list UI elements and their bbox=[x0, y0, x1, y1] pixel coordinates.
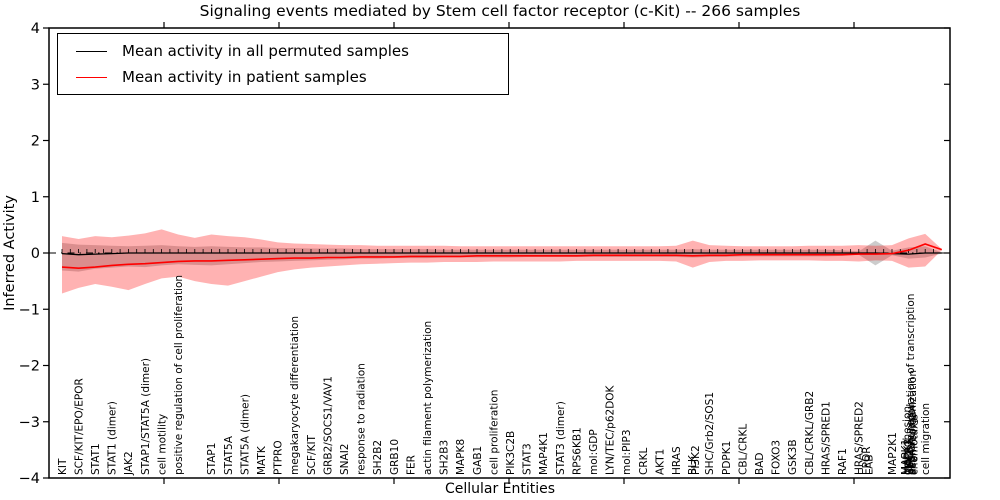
entity-label: BAD bbox=[754, 453, 766, 475]
entity-label: LAB bbox=[864, 455, 876, 475]
entity-label: FER bbox=[405, 455, 417, 475]
entity-label: PTPRO bbox=[273, 440, 285, 475]
entity-label: STAP1 bbox=[206, 443, 218, 475]
y-tick-label: 1 bbox=[31, 190, 40, 206]
entity-label: HRAS bbox=[671, 446, 683, 475]
entity-label: FOXO3 bbox=[771, 440, 783, 475]
y-tick-label: −1 bbox=[19, 302, 40, 318]
entity-label: ELK1 bbox=[904, 449, 916, 475]
y-tick-label: 4 bbox=[31, 21, 40, 37]
entity-label: cell migration bbox=[920, 403, 932, 475]
entity-label: actin reorganization bbox=[907, 370, 919, 475]
entity-label: HRAS/SPRED1 bbox=[820, 401, 832, 475]
entity-label: STAT5A bbox=[223, 435, 235, 475]
entity-label: cell proliferation bbox=[488, 390, 500, 475]
entity-label: degranulation bbox=[906, 402, 918, 475]
legend-label-patient: Mean activity in patient samples bbox=[122, 68, 367, 86]
entity-label: STAT5A (dimer) bbox=[239, 394, 251, 475]
y-tick-label: 0 bbox=[31, 246, 40, 262]
entity-label: JAK2 bbox=[123, 451, 135, 476]
entity-label: MAPK8 bbox=[455, 439, 467, 475]
entity-label: cell adhesion bbox=[901, 406, 913, 475]
entity-label: SCF/KIT/EPO/EPOR bbox=[73, 378, 85, 475]
y-tick-label: −3 bbox=[19, 415, 40, 431]
entity-label: PDPK1 bbox=[721, 441, 733, 475]
entity-label: MAP4K1 bbox=[538, 432, 550, 475]
legend-label-permuted: Mean activity in all permuted samples bbox=[122, 42, 409, 60]
entity-label: CBL/CRKL bbox=[737, 424, 749, 475]
entity-label: mol:GDP bbox=[588, 429, 600, 475]
entity-label: KIT bbox=[57, 458, 69, 475]
legend-item-patient: Mean activity in patient samples bbox=[58, 68, 508, 86]
y-axis-label: Inferred Activity bbox=[2, 195, 18, 311]
permuted-line-swatch bbox=[76, 50, 107, 52]
entity-label: STAT3 (dimer) bbox=[555, 401, 567, 475]
entity-label: RPS6KB1 bbox=[571, 427, 583, 475]
legend: Mean activity in all permuted samples Me… bbox=[57, 33, 509, 95]
entity-label: SH2B3 bbox=[439, 440, 451, 475]
legend-item-permuted: Mean activity in all permuted samples bbox=[58, 42, 508, 60]
entity-label: AKT1 bbox=[654, 449, 666, 475]
entity-label: positive regulation of cell proliferatio… bbox=[173, 275, 185, 475]
entity-label: MAP2K1 bbox=[887, 432, 899, 475]
entity-label: PIK3C2B bbox=[505, 431, 517, 475]
entity-label: LYN/TEC/p62DOK bbox=[605, 384, 617, 475]
entity-label: GRB2/SOCS1/VAV1 bbox=[322, 376, 334, 475]
entity-label: STAP1/STAT5A (dimer) bbox=[140, 358, 152, 475]
entity-label: response to radiation bbox=[356, 363, 368, 475]
entity-label: MAPK3 bbox=[903, 439, 915, 475]
y-tick-label: 2 bbox=[31, 134, 40, 150]
entity-label: GAB1 bbox=[472, 446, 484, 475]
entity-label: SHC/Grb2/SOS1 bbox=[704, 392, 716, 475]
entity-label: STAT3 bbox=[522, 443, 534, 475]
y-tick-label: −4 bbox=[19, 471, 40, 487]
entity-label: MATK bbox=[256, 445, 268, 475]
entity-label: GSK3B bbox=[787, 439, 799, 475]
permuted-mean-line bbox=[61, 252, 942, 256]
y-tick-label: −2 bbox=[19, 359, 40, 375]
entity-label: mol:PIP3 bbox=[621, 429, 633, 475]
x-axis-label: Cellular Entities bbox=[444, 481, 556, 497]
entity-label: MAPK1 bbox=[900, 439, 912, 475]
y-tick-label: 3 bbox=[31, 77, 40, 93]
entity-label: actin filament polymerization bbox=[422, 321, 434, 475]
entity-label: CREB1 bbox=[903, 440, 915, 475]
entity-label: CBL/CRKL/GRB2 bbox=[804, 391, 816, 475]
entity-label: GRB10 bbox=[389, 439, 401, 475]
entity-label: cell motility bbox=[156, 414, 168, 475]
entity-label: SH2B2 bbox=[372, 440, 384, 475]
entity-label: PI3K2 bbox=[690, 445, 702, 475]
entity-label: SNAI2 bbox=[339, 444, 351, 475]
entity-label: chemotaxis bbox=[908, 414, 920, 475]
entity-label: HRAS/SPRED2 bbox=[854, 401, 866, 475]
chart-title: Signaling events mediated by Stem cell f… bbox=[199, 2, 801, 20]
entity-label: positive regulation of transcription bbox=[905, 294, 917, 475]
entity-label: megakaryocyte differentiation bbox=[289, 316, 301, 475]
patient-mean-line bbox=[61, 243, 943, 270]
entity-label: EPOR bbox=[861, 446, 873, 475]
entity-label: STAT1 (dimer) bbox=[107, 401, 119, 475]
entity-label: RAF1 bbox=[837, 448, 849, 475]
entity-label: STAT1 bbox=[90, 443, 102, 475]
entity-label: SCF/KIT bbox=[306, 434, 318, 475]
patient-band bbox=[62, 229, 942, 294]
entity-label: BLK bbox=[687, 454, 699, 475]
entity-label: CRKL bbox=[638, 447, 650, 475]
patient-line-swatch bbox=[76, 76, 107, 78]
